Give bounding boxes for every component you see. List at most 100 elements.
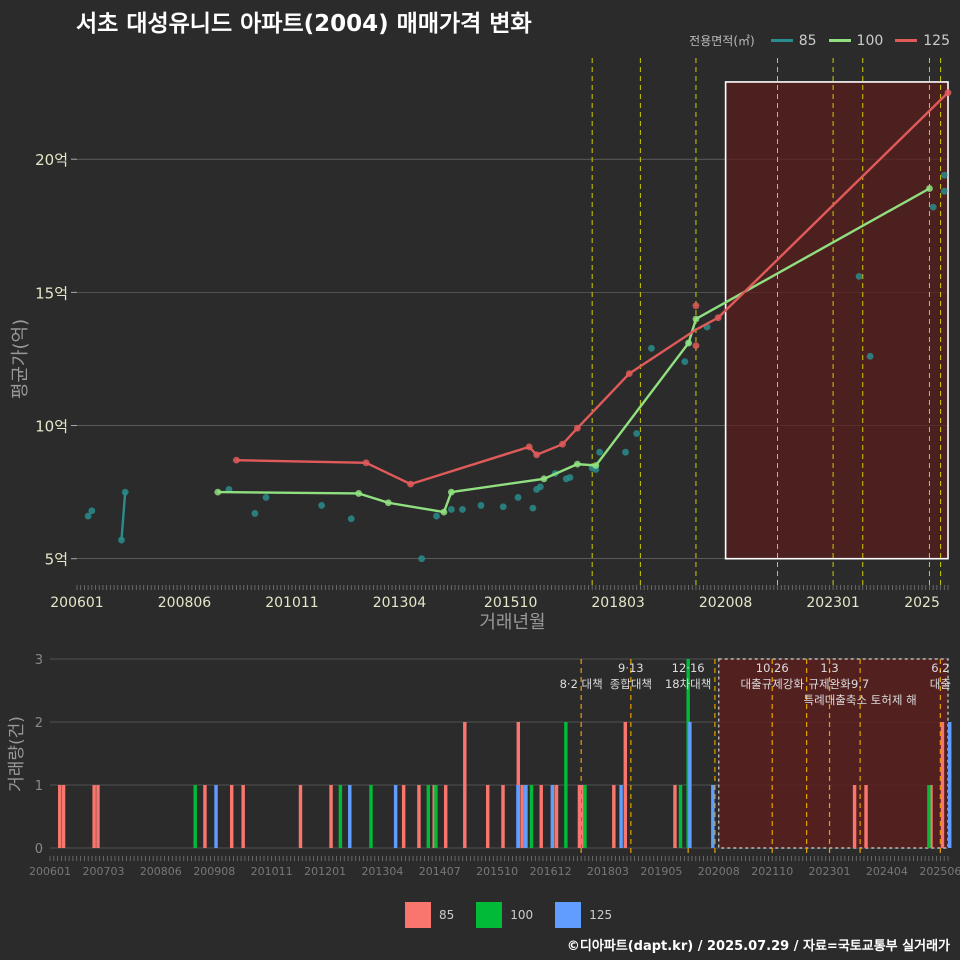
price-point-100 xyxy=(540,475,548,483)
price-line-85 xyxy=(120,492,127,541)
volume-annotation: 10.26 xyxy=(756,661,789,675)
volume-bar-85 xyxy=(463,722,467,848)
volume-bar-125 xyxy=(948,722,952,848)
legend-key-85 xyxy=(770,39,793,42)
volume-bar-125 xyxy=(393,785,398,848)
volume-annotation: 대출규제강화 xyxy=(740,677,804,691)
volume-annotation: 종합대책 xyxy=(610,677,652,691)
volume-bar-85 xyxy=(203,785,207,848)
price-x-tick-label: 202008 xyxy=(699,595,752,611)
volume-bar-125 xyxy=(619,785,623,848)
volume-y-tick-label: 0 xyxy=(35,842,43,857)
price-x-tick-label: 202301 xyxy=(806,595,859,611)
volume-bar-85 xyxy=(61,785,66,848)
volume-annotation: 9.7 xyxy=(851,677,869,691)
volume-x-tick-label: 201510 xyxy=(476,865,518,878)
price-x-tick-label: 201510 xyxy=(484,595,537,611)
volume-x-tick-label: 201803 xyxy=(587,865,629,878)
price-point-85 xyxy=(459,506,466,513)
volume-bar-100 xyxy=(927,785,931,848)
volume-x-tick-label: 202110 xyxy=(751,865,793,878)
legend-bottom-key-125 xyxy=(555,902,582,928)
volume-bar-85 xyxy=(940,722,945,848)
price-point-125 xyxy=(559,440,566,448)
volume-annotation: 6.2 xyxy=(931,661,949,675)
price-point-85 xyxy=(633,430,641,437)
legend-bottom-label-100: 100 xyxy=(510,908,534,922)
legend-bottom: 85 100 125 xyxy=(405,902,626,928)
volume-bar-125 xyxy=(688,722,692,848)
price-point-85 xyxy=(84,512,92,520)
price-point-85 xyxy=(596,448,603,456)
price-point-100 xyxy=(692,315,700,323)
volume-bar-100 xyxy=(529,785,534,848)
volume-bar-100 xyxy=(678,785,683,848)
price-point-125 xyxy=(714,314,722,322)
volume-bar-85 xyxy=(577,785,582,848)
price-x-axis-title: 거래년월 xyxy=(479,612,545,633)
volume-y-tick-label: 2 xyxy=(35,716,43,731)
price-point-100 xyxy=(685,339,692,347)
legend-top: 전용면적(㎡) 85 100 125 xyxy=(689,32,950,49)
price-y-tick-label: 15억 xyxy=(35,284,68,302)
volume-bar-85 xyxy=(298,785,303,848)
price-point-100 xyxy=(384,499,392,507)
volume-bar-85 xyxy=(241,785,245,848)
price-point-85 xyxy=(529,504,537,512)
volume-bar-85 xyxy=(92,785,96,848)
volume-x-tick-label: 200908 xyxy=(193,865,235,878)
volume-bar-85 xyxy=(539,785,543,848)
price-point-85 xyxy=(622,448,629,456)
price-x-tick-label: 2025 xyxy=(904,595,940,611)
volume-bar-85 xyxy=(520,785,524,848)
volume-bar-125 xyxy=(214,785,218,848)
volume-y-axis-title: 거래량(건) xyxy=(7,716,27,792)
price-point-85 xyxy=(118,536,125,544)
price-point-85 xyxy=(929,203,937,211)
legend-bottom-label-125: 125 xyxy=(589,908,613,922)
price-point-125 xyxy=(525,443,533,451)
volume-bar-85 xyxy=(329,785,333,848)
price-x-tick-label: 200601 xyxy=(50,595,103,611)
price-point-85 xyxy=(648,344,655,352)
volume-bar-85 xyxy=(486,785,490,848)
legend-label-85: 85 xyxy=(798,32,817,49)
price-point-85 xyxy=(447,506,455,513)
price-point-85 xyxy=(940,187,948,195)
chart-title: 서초 대성유니드 아파트(2004) 매매가격 변화 xyxy=(76,11,532,37)
price-point-125 xyxy=(573,424,581,432)
volume-bar-85 xyxy=(612,785,616,848)
volume-annotation: 9·13 xyxy=(618,661,644,675)
price-point-100 xyxy=(355,490,363,497)
volume-x-tick-label: 200806 xyxy=(140,865,182,878)
price-y-tick-label: 10억 xyxy=(35,418,68,436)
volume-y-tick-label: 1 xyxy=(35,779,43,794)
volume-bar-100 xyxy=(583,785,587,848)
price-point-85 xyxy=(121,488,129,496)
price-point-100 xyxy=(440,508,448,516)
volume-bar-85 xyxy=(852,785,857,848)
legend-label-100: 100 xyxy=(856,32,884,49)
price-point-100 xyxy=(573,460,581,468)
price-point-125 xyxy=(944,89,952,97)
price-point-85 xyxy=(433,512,440,520)
volume-x-tick-label: 201905 xyxy=(640,865,682,878)
volume-bar-125 xyxy=(550,785,555,848)
volume-x-tick-label: 201011 xyxy=(251,865,293,878)
volume-bar-125 xyxy=(516,785,520,848)
volume-bar-125 xyxy=(348,785,352,848)
volume-bar-85 xyxy=(623,722,628,848)
price-point-125 xyxy=(625,370,633,377)
volume-bar-85 xyxy=(929,785,933,848)
legend-bottom-key-100 xyxy=(476,902,503,928)
volume-y-tick-label: 3 xyxy=(35,653,43,668)
price-point-125 xyxy=(692,342,700,350)
price-point-125 xyxy=(232,456,240,464)
price-x-tick-label: 201803 xyxy=(591,595,644,611)
price-y-tick-label: 5억 xyxy=(45,551,68,569)
footer-credit: ©디아파트(dapt.kr) / 2025.07.29 / 자료=국토교통부 실… xyxy=(566,939,950,954)
price-point-85 xyxy=(88,507,96,515)
volume-annotation: 특례대출축소 토허제 해 xyxy=(804,693,917,707)
price-point-85 xyxy=(477,502,485,509)
volume-highlight-box xyxy=(718,658,949,849)
